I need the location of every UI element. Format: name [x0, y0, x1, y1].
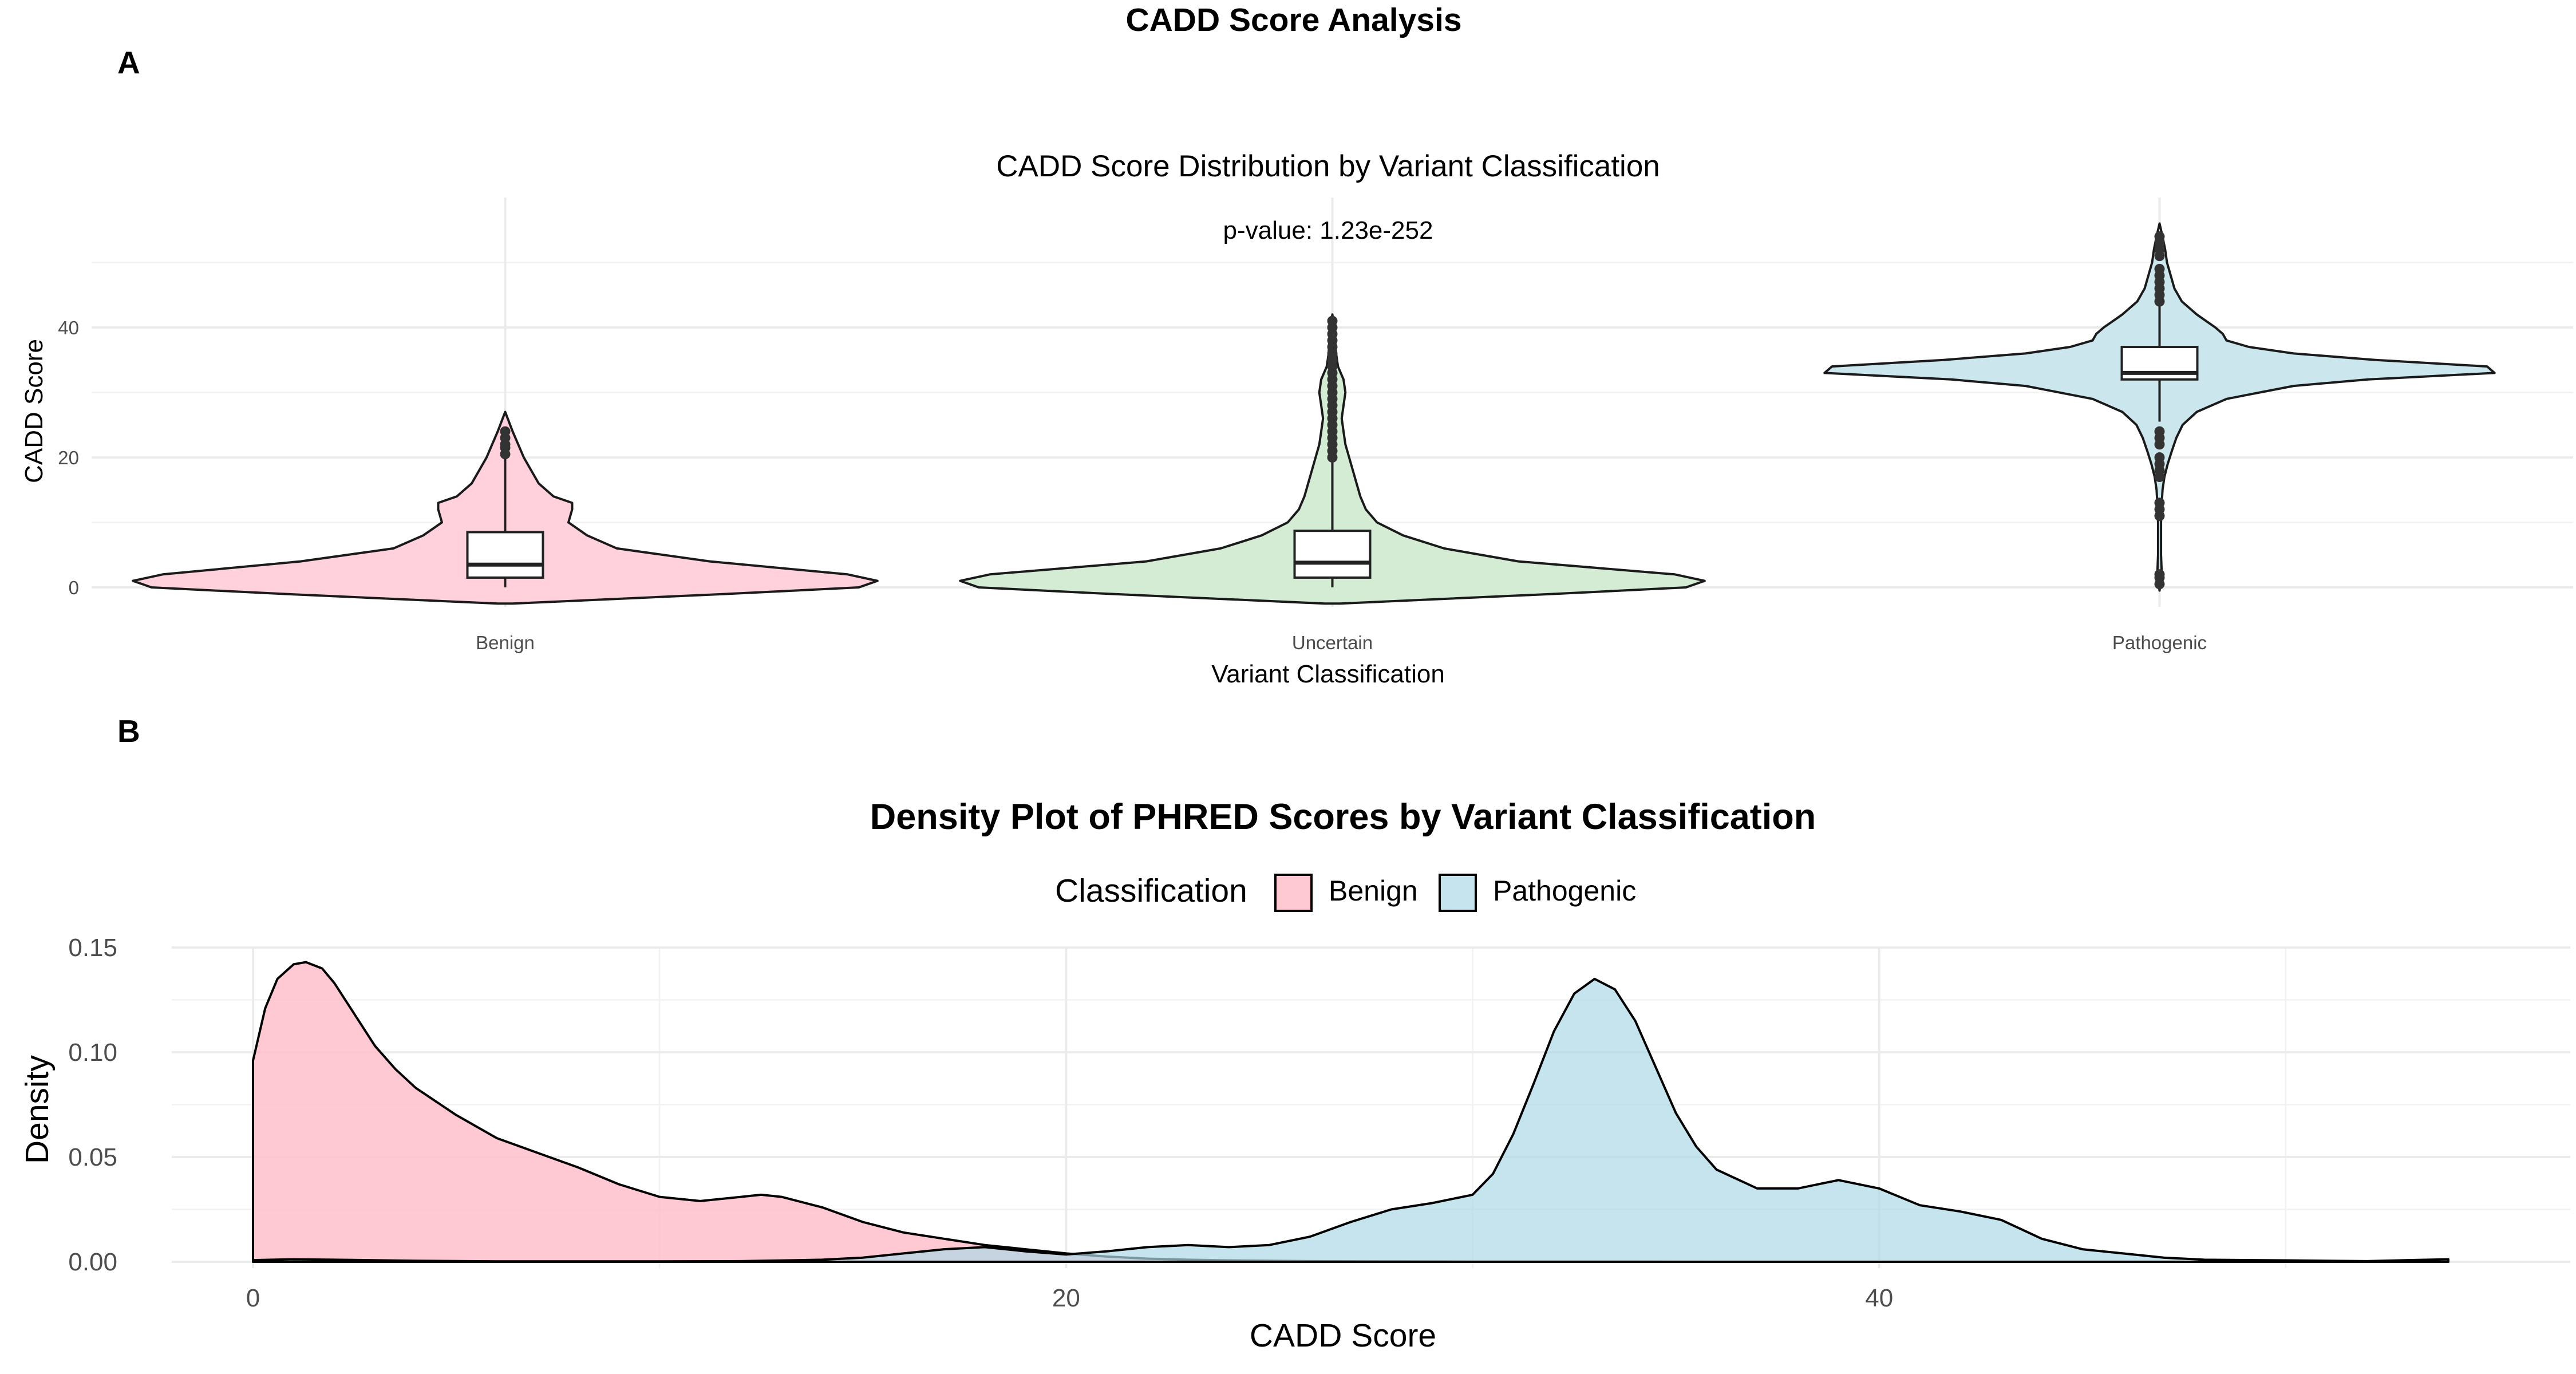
violins	[132, 222, 2496, 605]
density-y-tick-label: 0.05	[68, 1143, 117, 1171]
density-x-tick-label: 0	[246, 1284, 260, 1312]
density-area-pathogenic	[252, 977, 2449, 1263]
violin-y-tick-label: 20	[58, 447, 79, 468]
density-areas	[252, 961, 2449, 1263]
outlier-point	[2154, 452, 2165, 463]
violin-x-tick-label: Uncertain	[1292, 632, 1373, 653]
density-x-ticks: 0 20 40	[246, 1284, 1893, 1312]
violin-annotation: p-value: 1.23e-252	[1223, 216, 1433, 244]
panel-label-b: B	[117, 713, 140, 749]
violin-y-axis-label: CADD Score	[20, 339, 48, 483]
box-uncertain	[1293, 530, 1372, 579]
density-x-tick-label: 20	[1052, 1284, 1080, 1312]
panel-label-a: A	[117, 45, 140, 80]
box-benign	[466, 531, 544, 579]
violin-x-axis-label: Variant Classification	[1211, 660, 1445, 688]
legend: Classification Benign Pathogenic	[1055, 872, 1636, 912]
density-x-axis-label: CADD Score	[1250, 1317, 1436, 1354]
violin-y-tick-label: 40	[58, 317, 79, 338]
legend-swatch-benign	[1274, 874, 1313, 912]
density-title: Density Plot of PHRED Scores by Variant …	[870, 797, 1816, 837]
violin-x-tick-label: Pathogenic	[2112, 632, 2207, 653]
legend-title: Classification	[1055, 872, 1247, 909]
legend-label-benign: Benign	[1329, 875, 1418, 907]
violin-group-pathogenic	[1823, 222, 2496, 592]
outlier-point	[1327, 315, 1338, 326]
density-x-tick-label: 40	[1865, 1284, 1893, 1312]
outlier-point	[2154, 569, 2165, 580]
violin-group-benign	[132, 410, 879, 605]
outlier-point	[2154, 498, 2165, 508]
violin-x-ticks: Benign Uncertain Pathogenic	[476, 632, 2207, 653]
outlier-point	[2154, 231, 2165, 242]
density-y-tick-label: 0.00	[68, 1248, 117, 1276]
density-y-tick-label: 0.10	[68, 1039, 117, 1067]
density-y-ticks: 0.00 0.05 0.10 0.15	[68, 934, 117, 1276]
outlier-point	[2154, 263, 2165, 274]
violin-panel: CADD Score Distribution by Variant Class…	[20, 149, 2573, 688]
outlier-point	[500, 426, 511, 437]
outlier-point	[2154, 426, 2165, 437]
violin-group-uncertain	[959, 313, 1706, 605]
violin-x-tick-label: Benign	[476, 632, 535, 653]
figure-title: CADD Score Analysis	[1125, 2, 1461, 38]
violin-y-ticks: 0 20 40	[58, 317, 79, 598]
legend-label-pathogenic: Pathogenic	[1493, 875, 1636, 907]
density-y-tick-label: 0.15	[68, 934, 117, 962]
density-panel: Density Plot of PHRED Scores by Variant …	[19, 797, 2570, 1354]
violin-title: CADD Score Distribution by Variant Class…	[996, 149, 1660, 183]
legend-swatch-pathogenic	[1439, 874, 1477, 912]
density-y-axis-label: Density	[19, 1055, 56, 1164]
violin-y-tick-label: 0	[69, 577, 79, 598]
